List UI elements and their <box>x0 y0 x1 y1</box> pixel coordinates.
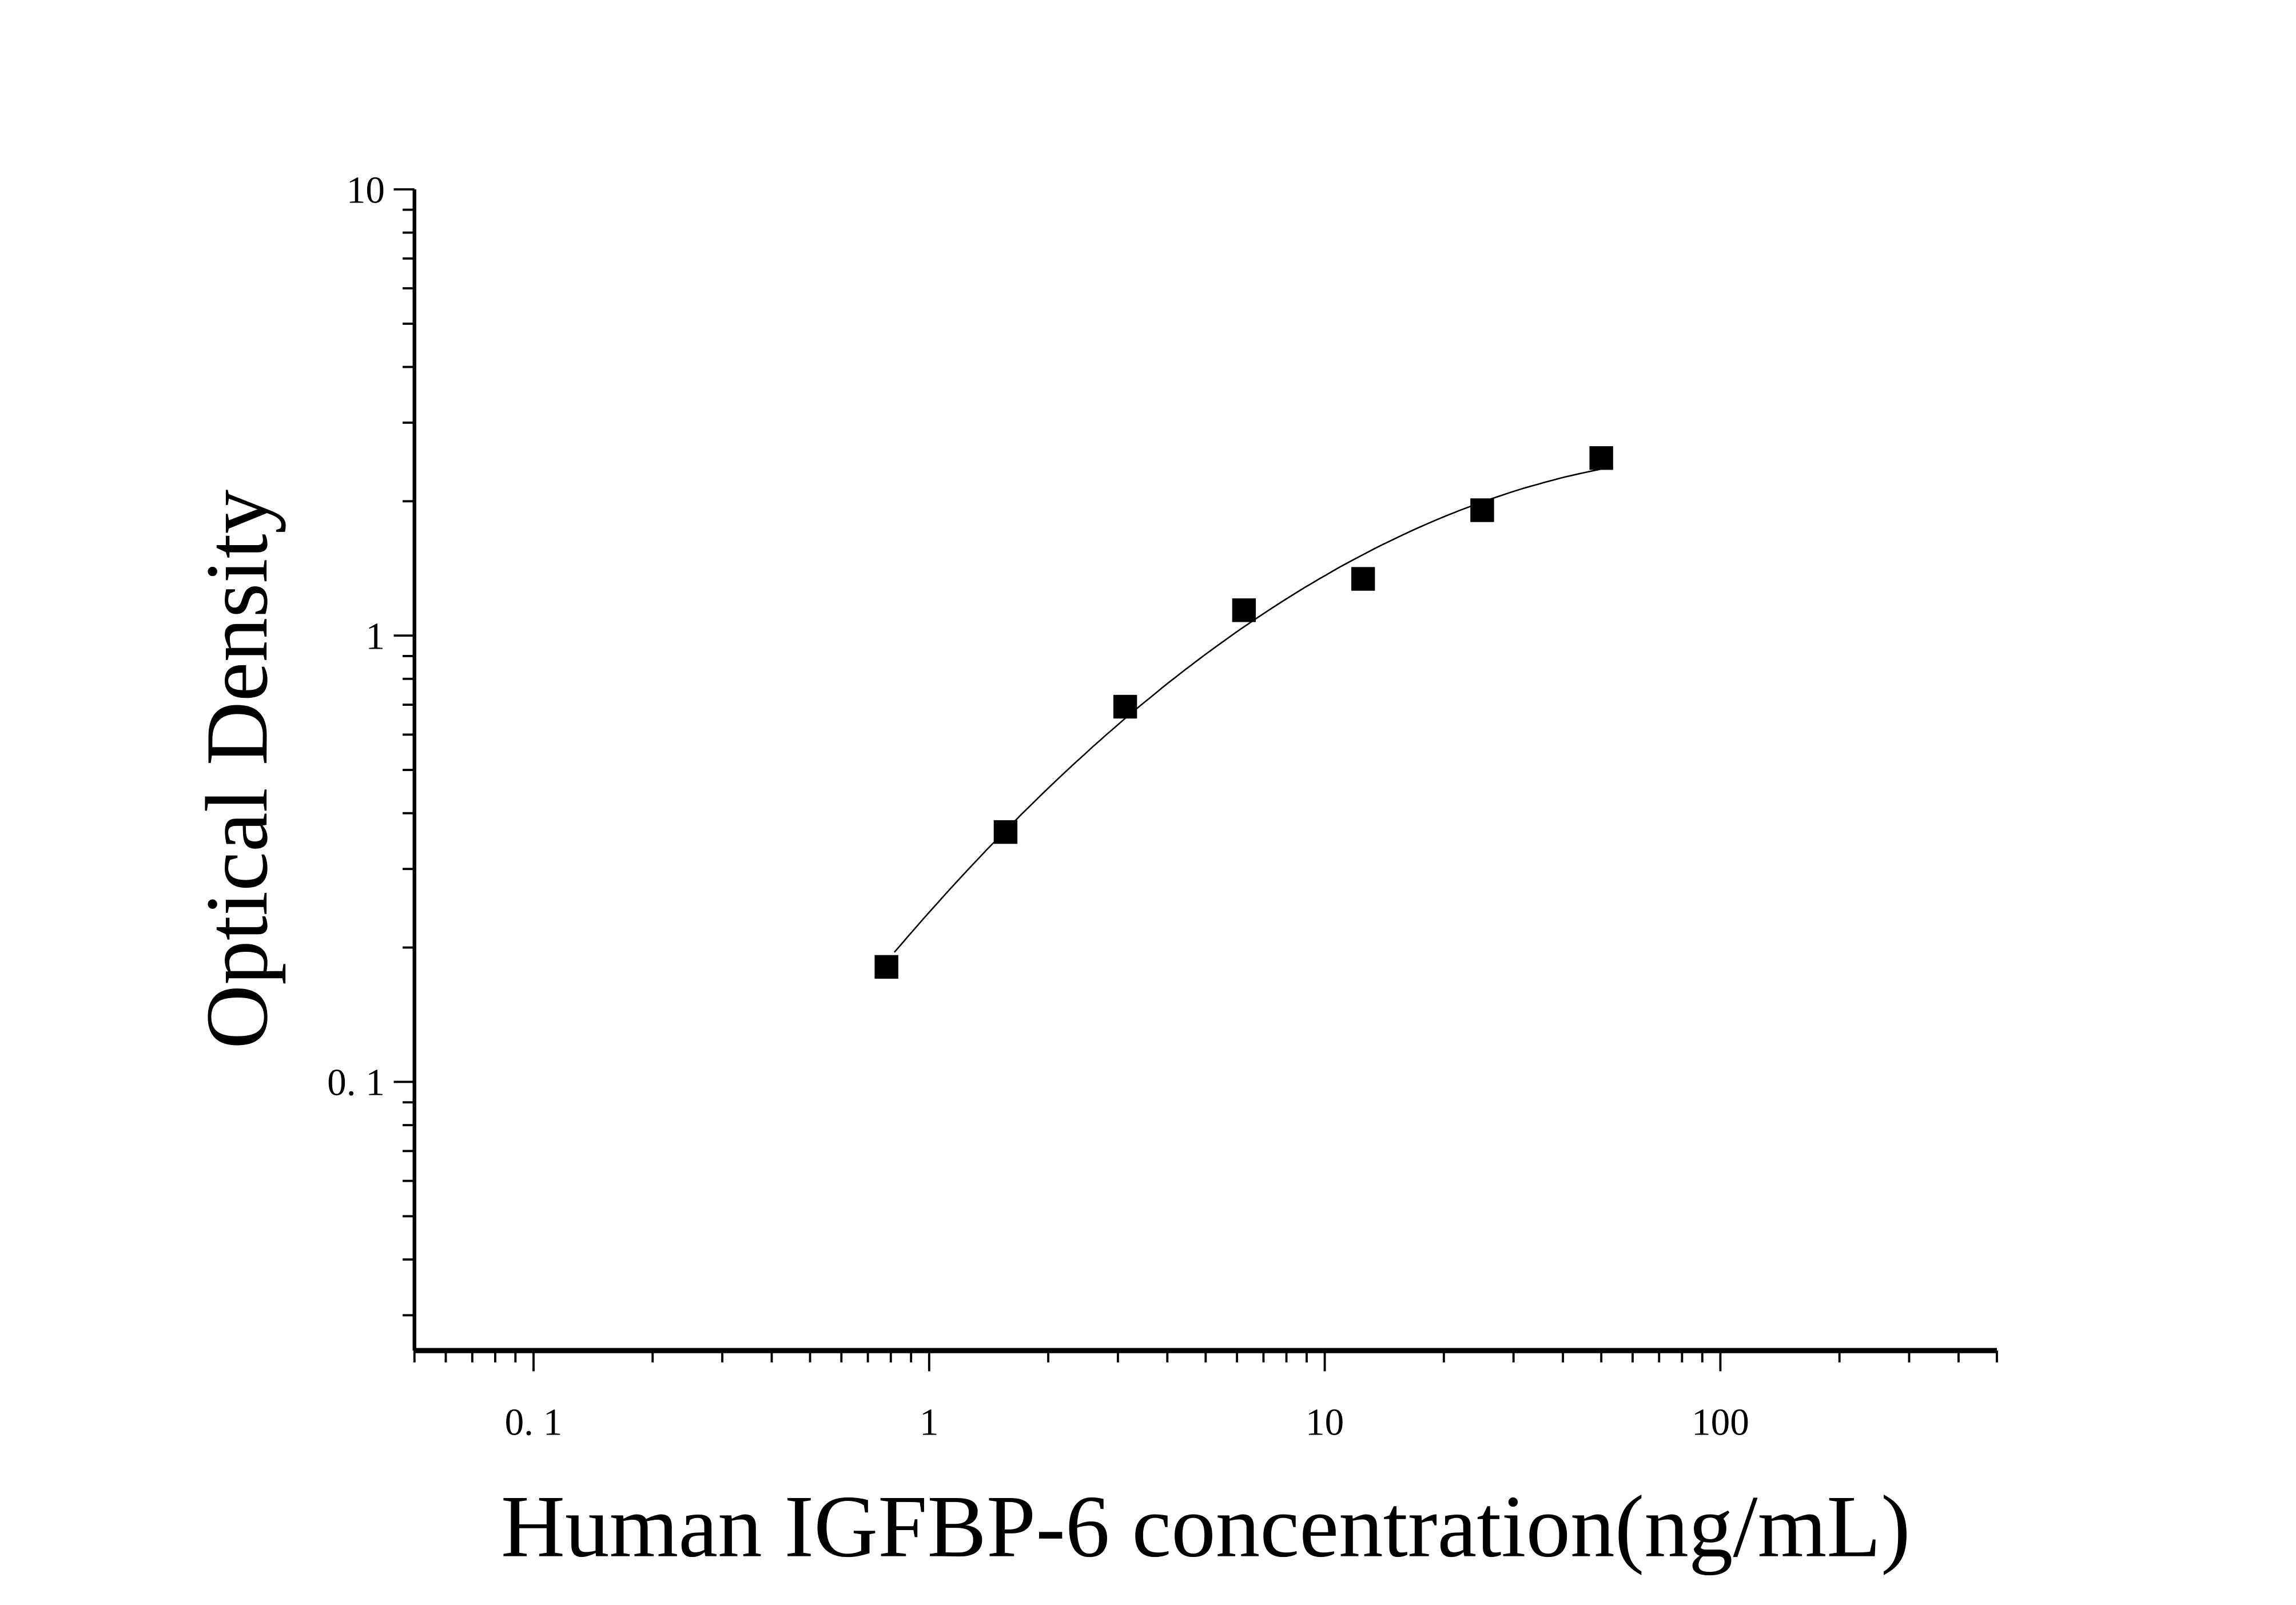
axes <box>393 188 1998 1372</box>
data-point <box>1232 598 1256 622</box>
data-point <box>1351 567 1375 591</box>
x-tick-label: 1 <box>920 1401 939 1444</box>
x-tick-label: 0. 1 <box>505 1401 563 1444</box>
fit-curve <box>893 468 1602 953</box>
data-point <box>1470 498 1494 522</box>
data-point <box>993 820 1018 844</box>
data-point <box>874 955 898 979</box>
y-tick-labels: 0. 1 1 10 <box>327 168 385 1103</box>
y-tick-label: 1 <box>365 615 385 658</box>
x-tick-labels: 0. 1 1 10 100 <box>505 1401 1749 1444</box>
x-tick-label: 10 <box>1306 1401 1344 1444</box>
y-tick-label: 10 <box>347 168 385 211</box>
y-axis-label: Optical Density <box>188 490 286 1049</box>
data-points <box>874 446 1613 979</box>
x-tick-label: 100 <box>1692 1401 1749 1444</box>
x-axis-label: Human IGFBP-6 concentration(ng/mL) <box>501 1477 1911 1576</box>
y-tick-label: 0. 1 <box>327 1061 385 1104</box>
data-point <box>1113 694 1137 719</box>
data-point <box>1589 446 1613 470</box>
